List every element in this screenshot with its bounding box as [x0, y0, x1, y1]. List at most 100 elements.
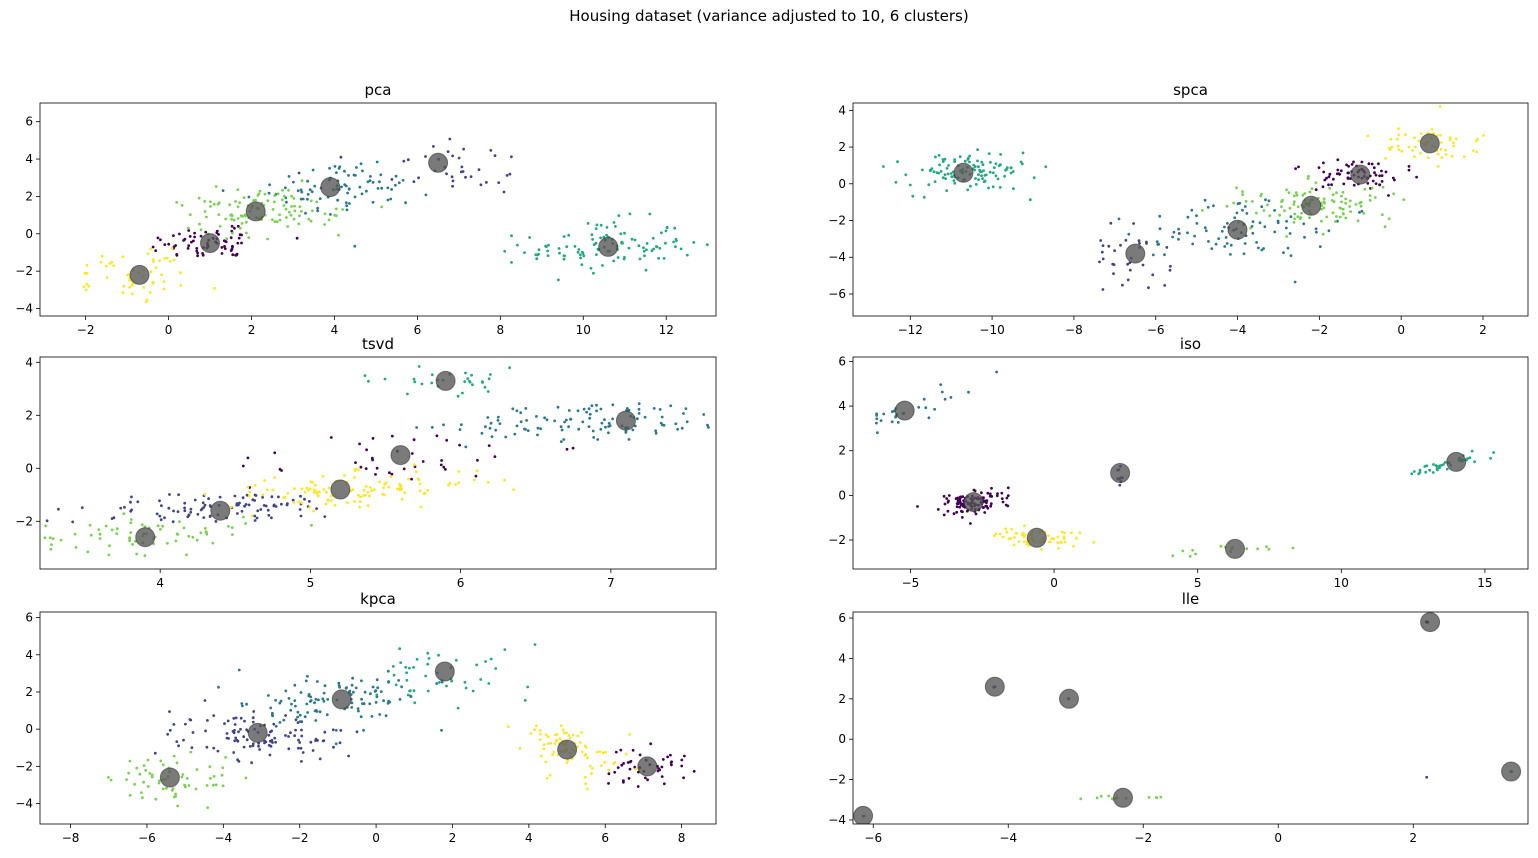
data-point	[394, 183, 397, 187]
data-point	[347, 754, 350, 758]
data-point	[463, 380, 467, 384]
data-point	[172, 754, 176, 758]
data-point	[346, 501, 349, 504]
data-point	[97, 528, 101, 531]
data-point	[1268, 214, 1272, 218]
data-point	[882, 412, 886, 416]
data-point	[300, 190, 304, 194]
x-tick-label: −12	[898, 323, 923, 337]
centroid-marker	[1501, 761, 1522, 782]
data-point	[195, 247, 199, 250]
data-point	[245, 231, 248, 235]
data-point	[536, 433, 539, 437]
data-point	[1440, 156, 1444, 160]
data-point	[357, 709, 360, 713]
data-point	[1280, 200, 1283, 204]
data-point	[586, 787, 589, 791]
data-point	[1195, 214, 1198, 218]
data-point	[1289, 215, 1293, 219]
data-point	[354, 174, 357, 177]
data-point	[1028, 198, 1032, 202]
data-point	[1443, 461, 1447, 464]
data-point	[273, 451, 277, 455]
data-point	[559, 440, 563, 443]
data-point	[546, 735, 550, 739]
data-point	[571, 446, 575, 450]
data-point	[273, 194, 277, 198]
data-point	[317, 490, 321, 494]
data-point	[1285, 235, 1288, 238]
data-point	[576, 409, 580, 413]
data-point	[896, 160, 899, 164]
data-point	[974, 183, 978, 186]
data-point	[519, 420, 523, 424]
data-point	[642, 246, 645, 250]
data-point	[450, 679, 454, 683]
data-point	[505, 174, 509, 177]
data-point	[177, 493, 181, 496]
data-point	[680, 758, 684, 762]
data-point	[1052, 537, 1056, 541]
data-point	[599, 236, 602, 240]
centroid-marker	[1350, 164, 1371, 185]
data-point	[329, 213, 332, 216]
data-point	[234, 716, 238, 720]
data-point	[307, 500, 311, 503]
data-point	[398, 698, 402, 701]
data-point	[266, 237, 269, 241]
data-point	[269, 739, 272, 743]
data-point	[600, 421, 604, 425]
data-point	[175, 253, 179, 256]
data-point	[127, 771, 130, 775]
data-point	[1004, 503, 1008, 507]
data-point	[590, 772, 593, 776]
data-point	[400, 685, 403, 689]
data-point	[187, 244, 191, 248]
data-point	[534, 253, 538, 256]
data-point	[399, 661, 403, 664]
data-point	[186, 247, 190, 250]
data-point	[341, 208, 344, 211]
data-point	[652, 247, 655, 251]
data-point	[1262, 209, 1266, 212]
data-point	[1345, 163, 1348, 167]
data-point	[44, 524, 48, 528]
data-point	[298, 205, 302, 209]
data-point	[396, 487, 399, 491]
data-point	[149, 247, 153, 251]
centroid-marker	[557, 739, 578, 760]
data-point	[1121, 283, 1124, 287]
x-tick-label: 6	[457, 576, 465, 590]
data-point	[418, 482, 422, 486]
data-point	[955, 505, 959, 509]
data-point	[1010, 527, 1013, 531]
data-point	[293, 487, 296, 490]
data-point	[140, 523, 144, 527]
data-point	[298, 713, 302, 717]
data-point	[974, 177, 977, 180]
data-point	[567, 425, 570, 429]
x-tick-label: 8	[497, 323, 505, 337]
data-point	[128, 793, 132, 797]
data-point	[580, 731, 583, 734]
data-point	[1397, 133, 1401, 137]
data-point	[945, 497, 949, 500]
data-point	[105, 276, 109, 279]
data-point	[1378, 174, 1381, 178]
data-point	[476, 458, 479, 462]
data-point	[1318, 245, 1322, 249]
data-point	[188, 235, 192, 238]
data-point	[172, 258, 176, 262]
x-tick-label: −2	[1134, 831, 1152, 845]
data-point	[208, 515, 212, 518]
data-point	[80, 506, 84, 510]
data-point	[917, 405, 921, 409]
data-point	[375, 466, 379, 470]
data-point	[416, 477, 420, 481]
x-tick-label: −8	[62, 831, 80, 845]
data-point	[353, 500, 356, 503]
data-point	[345, 686, 348, 690]
data-point	[949, 396, 953, 399]
data-point	[1063, 540, 1067, 544]
data-point	[1354, 203, 1358, 206]
